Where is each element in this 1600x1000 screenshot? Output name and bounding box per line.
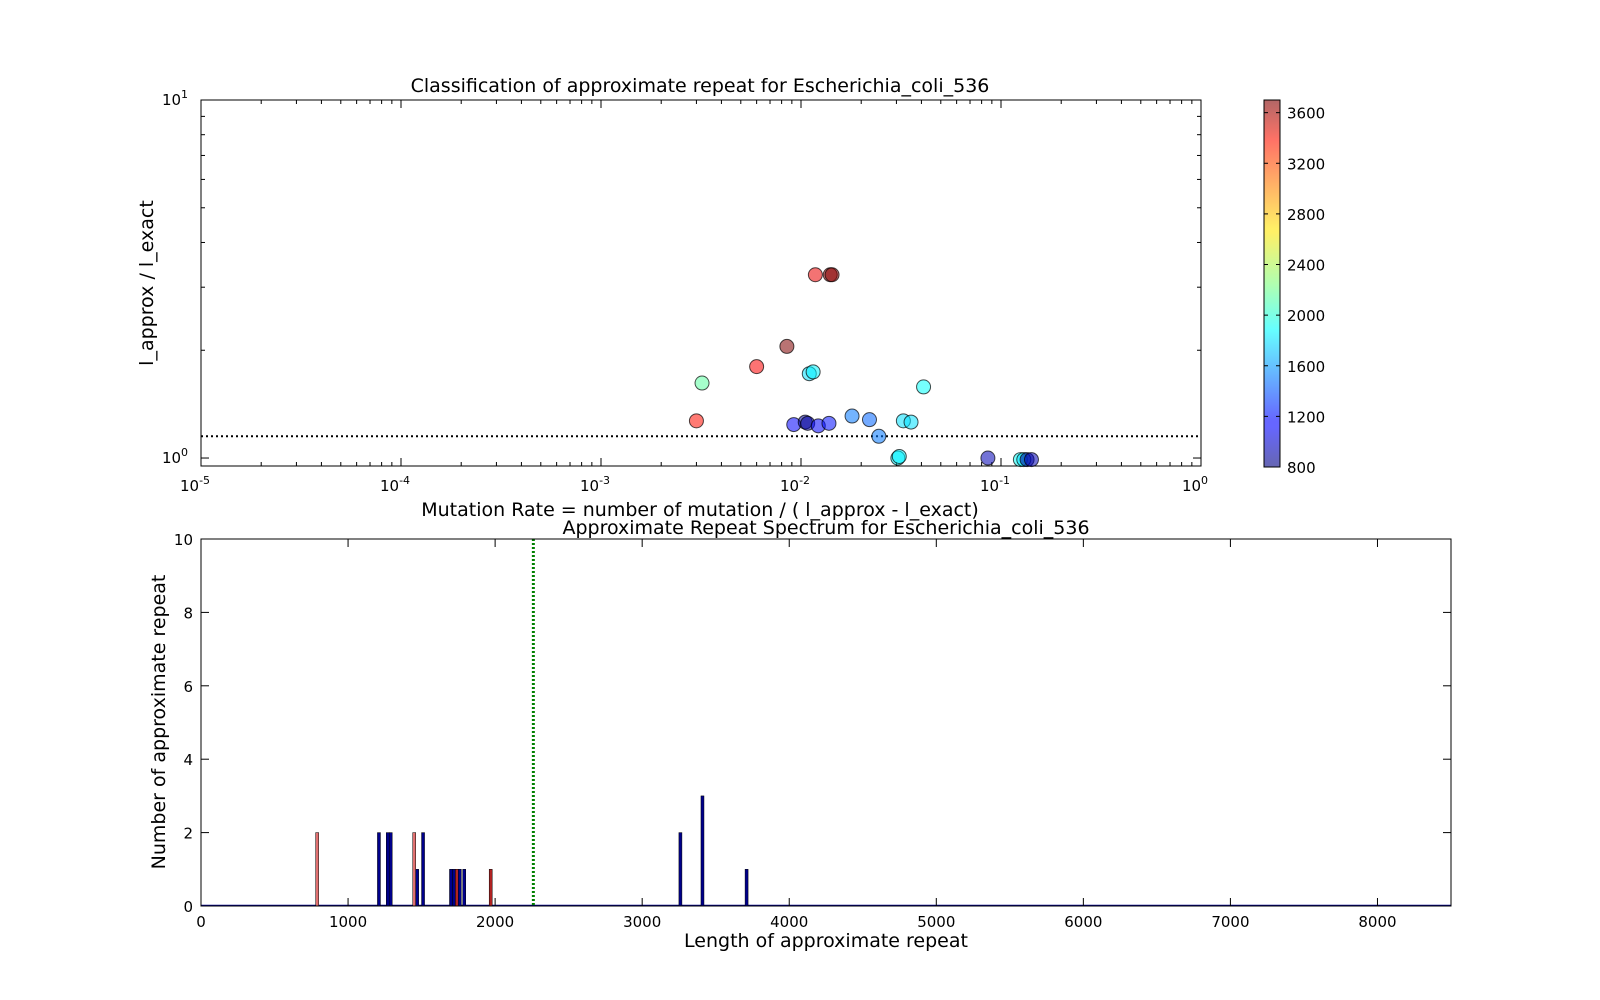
histogram-ticks: 0 1000 2000 3000 4000 5000 6000 7000 8000 0 2 4 6 8 10: [174, 531, 1451, 931]
scatter-point: [749, 359, 765, 375]
y-tick-base: 10: [162, 91, 181, 109]
colorbar-gradient: [1264, 100, 1280, 467]
x-tick-label: 10-2: [780, 474, 810, 495]
y-tick-label: 4: [183, 751, 193, 769]
scatter-point: [821, 415, 837, 431]
colorbar-tick-label: 2000: [1287, 307, 1325, 325]
x-tick-exponent: 0: [1201, 474, 1208, 487]
x-tick-label: 8000: [1358, 913, 1396, 931]
scatter-point: [694, 375, 710, 391]
histogram-bar: [388, 832, 393, 907]
colorbar-tick-label: 3200: [1287, 155, 1325, 173]
scatter-point: [903, 414, 919, 430]
x-tick-label: 7000: [1211, 913, 1249, 931]
colorbar: 800 1200 1600 2000 2400 2800 3200 3600: [1263, 99, 1325, 477]
scatter-point: [844, 408, 860, 424]
histogram-bar: [458, 869, 462, 907]
histogram-plot-frame: [200, 538, 1452, 907]
histogram-bar: [415, 869, 419, 907]
x-tick-exponent: -2: [799, 474, 810, 487]
y-tick-label: 8: [183, 604, 193, 622]
scatter-plot-frame: [200, 99, 1202, 467]
scatter-point: [805, 364, 821, 380]
histogram-bar: [421, 832, 425, 907]
x-tick-base: 10: [780, 477, 799, 495]
histogram-y-axis-label: Number of approximate repeat: [148, 575, 170, 870]
histogram-panel: Approximate Repeat Spectrum for Escheric…: [148, 517, 1452, 952]
y-tick-label: 2: [183, 825, 193, 843]
scatter-point: [916, 379, 932, 395]
histogram-bar: [449, 869, 453, 907]
histogram-bar: [315, 832, 319, 907]
histogram-bar: [700, 795, 705, 907]
histogram-bars: [201, 795, 1451, 907]
x-tick-exponent: -5: [199, 474, 210, 487]
scatter-point: [824, 267, 840, 283]
y-tick-label: 100: [162, 446, 188, 467]
colorbar-frame: [1263, 99, 1281, 468]
x-tick-label: 2000: [476, 913, 514, 931]
y-tick-label: 10: [174, 531, 193, 549]
x-tick-exponent: -1: [999, 474, 1010, 487]
colorbar-tick-label: 1600: [1287, 358, 1325, 376]
y-tick-label: 6: [183, 678, 193, 696]
x-tick-label: 4000: [770, 913, 808, 931]
histogram-bar: [462, 869, 466, 907]
scatter-y-axis-label: l_approx / l_exact: [136, 200, 158, 366]
colorbar-ticks: 800 1200 1600 2000 2400 2800 3200 3600: [1264, 105, 1325, 477]
scatter-point: [1023, 452, 1039, 468]
histogram-bar: [386, 832, 390, 907]
colorbar-tick-label: 2400: [1287, 257, 1325, 275]
x-tick-label: 6000: [1064, 913, 1102, 931]
x-tick-base: 10: [980, 477, 999, 495]
scatter-x-axis-label: Mutation Rate = number of mutation / ( l…: [421, 499, 979, 521]
histogram-bar: [377, 832, 381, 907]
histogram-title: Approximate Repeat Spectrum for Escheric…: [562, 517, 1089, 539]
scatter-point: [871, 428, 887, 444]
y-tick-exponent: 0: [181, 446, 188, 459]
x-tick-base: 10: [380, 477, 399, 495]
scatter-point: [980, 450, 996, 466]
x-tick-label: 10-4: [380, 474, 410, 495]
x-tick-label: 5000: [917, 913, 955, 931]
histogram-bar: [678, 832, 683, 907]
colorbar-tick-label: 3600: [1287, 105, 1325, 123]
histogram-bar: [455, 869, 459, 907]
y-tick-base: 10: [162, 449, 181, 467]
scatter-point: [807, 267, 823, 283]
y-tick-label: 0: [183, 898, 193, 916]
scatter-point: [779, 338, 795, 354]
histogram-bar: [744, 869, 749, 907]
colorbar-tick-label: 1200: [1287, 408, 1325, 426]
colorbar-tick-label: 800: [1287, 459, 1316, 477]
colorbar-tick-label: 2800: [1287, 206, 1325, 224]
x-tick-base: 10: [580, 477, 599, 495]
x-tick-label: 10-5: [180, 474, 210, 495]
x-tick-label: 3000: [623, 913, 661, 931]
histogram-bar: [452, 869, 456, 907]
histogram-bar: [488, 869, 493, 907]
y-tick-label: 101: [162, 88, 188, 109]
scatter-points: [688, 267, 1039, 468]
x-tick-exponent: -3: [599, 474, 610, 487]
x-tick-exponent: -4: [399, 474, 410, 487]
scatter-point: [688, 413, 704, 429]
scatter-panel: Classification of approximate repeat for…: [136, 75, 1325, 521]
x-tick-label: 10-3: [580, 474, 610, 495]
y-tick-exponent: 1: [181, 88, 188, 101]
x-tick-base: 10: [180, 477, 199, 495]
x-tick-base: 10: [1182, 477, 1201, 495]
x-tick-label: 1000: [329, 913, 367, 931]
scatter-point: [891, 448, 907, 464]
histogram-bar: [412, 832, 416, 907]
x-tick-label: 10-1: [980, 474, 1010, 495]
scatter-point: [861, 412, 877, 428]
histogram-x-axis-label: Length of approximate repeat: [684, 930, 968, 952]
scatter-title: Classification of approximate repeat for…: [411, 75, 990, 97]
x-tick-label: 100: [1182, 474, 1208, 495]
x-tick-label: 0: [196, 913, 206, 931]
